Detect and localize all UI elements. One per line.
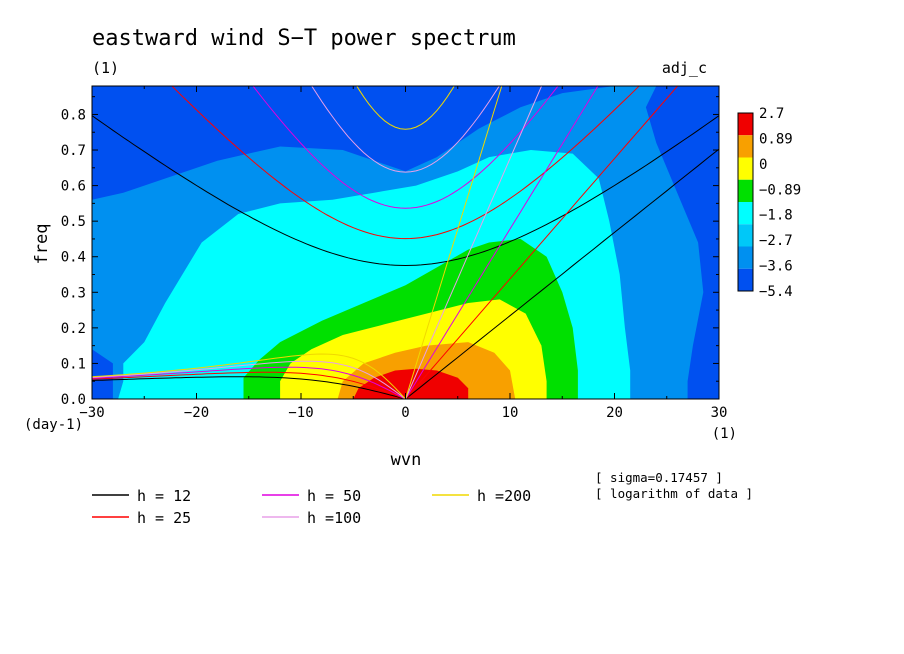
colorbar-swatch-6 (738, 246, 753, 269)
colorbar-swatch-7 (738, 268, 753, 291)
colorbar-label-1: 0.89 (759, 131, 793, 147)
colorbar-label-7: −5.4 (759, 284, 793, 300)
x-tick-label-3: 0 (401, 405, 409, 421)
colorbar-swatch-1 (738, 135, 753, 158)
dispersion-h50-kelvin (405, 86, 599, 399)
dispersion-h50-rossby (92, 366, 406, 399)
y-tick-label-1: 0.1 (61, 356, 86, 372)
run-label: adj_c (662, 59, 707, 77)
dispersion-h50-inertia-gravity (252, 86, 559, 209)
colorbar-frame (737, 112, 754, 292)
log-note: [ logarithm of data ] (595, 486, 753, 501)
x-axis: −30 −20 −10 0 10 20 30 (79, 86, 727, 421)
x-axis-label: wvn (391, 450, 422, 470)
legend-label-h25: h = 25 (137, 509, 191, 527)
y-tick-label-2: 0.2 (61, 321, 86, 337)
legend-label-h200: h =200 (477, 487, 531, 505)
colorbar-label-6: −3.6 (759, 259, 793, 275)
y-tick-label-4: 0.4 (61, 250, 86, 266)
dispersion-h200-kelvin (405, 86, 503, 399)
chart-title: eastward wind S−T power spectrum (92, 26, 516, 51)
dispersion-h100-kelvin (405, 86, 543, 399)
y-tick-label-5: 0.5 (61, 214, 86, 230)
dispersion-h100-inertia-gravity (311, 86, 500, 173)
x-unit-label: (1) (712, 426, 737, 442)
plot-area (92, 86, 719, 399)
dispersion-h100-rossby (92, 360, 406, 399)
chart-subtitle: (1) (92, 59, 119, 77)
dispersion-curves (92, 86, 719, 399)
legend: h = 12 h = 25 h = 50 h =100 h =200 (92, 487, 531, 527)
x-tick-label-5: 20 (606, 405, 623, 421)
legend-label-h100: h =100 (307, 509, 361, 527)
legend-label-h12: h = 12 (137, 487, 191, 505)
x-tick-label-4: 10 (502, 405, 519, 421)
y-axis-label: freq (32, 224, 52, 265)
colorbar-swatch-3 (738, 179, 753, 202)
contour-fills (92, 86, 719, 399)
colorbar-label-0: 2.7 (759, 106, 784, 122)
colorbar-label-3: −0.89 (759, 182, 801, 198)
x-tick-label-6: 30 (711, 405, 728, 421)
dispersion-h12-rossby (92, 376, 406, 399)
x-tick-label-0: −30 (79, 405, 104, 421)
dispersion-h200-rossby (92, 353, 406, 399)
legend-label-h50: h = 50 (307, 487, 361, 505)
colorbar-label-4: −1.8 (759, 208, 793, 224)
dispersion-h12-inertia-gravity (92, 115, 719, 267)
colorbar-swatch-5 (738, 224, 753, 247)
y-tick-label-8: 0.8 (61, 107, 86, 123)
dispersion-h25-rossby (92, 371, 406, 399)
dispersion-h12-kelvin (405, 148, 719, 399)
dispersion-h200-inertia-gravity (356, 86, 455, 130)
colorbar-swatch-4 (738, 202, 753, 225)
colorbar-swatch-2 (738, 157, 753, 180)
dispersion-h25-inertia-gravity (171, 86, 640, 240)
y-tick-label-7: 0.7 (61, 143, 86, 159)
colorbar-label-5: −2.7 (759, 233, 793, 249)
colorbar-label-2: 0 (759, 157, 767, 173)
dispersion-h25-kelvin (405, 86, 679, 399)
contour-region-6 (353, 368, 469, 399)
y-tick-label-3: 0.3 (61, 285, 86, 301)
y-axis: 0.0 0.1 0.2 0.3 0.4 0.5 0.6 0.7 0.8 (61, 96, 719, 408)
y-unit-label: (day-1) (24, 417, 83, 433)
x-tick-label-2: −10 (288, 405, 313, 421)
x-tick-label-1: −20 (184, 405, 209, 421)
y-tick-label-6: 0.6 (61, 179, 86, 195)
colorbar-swatch-0 (738, 113, 753, 136)
colorbar: 2.7 0.89 0 −0.89 −1.8 −2.7 −3.6 −5.4 (737, 106, 801, 300)
y-tick-label-0: 0.0 (61, 392, 86, 408)
sigma-note: [ sigma=0.17457 ] (595, 470, 723, 485)
